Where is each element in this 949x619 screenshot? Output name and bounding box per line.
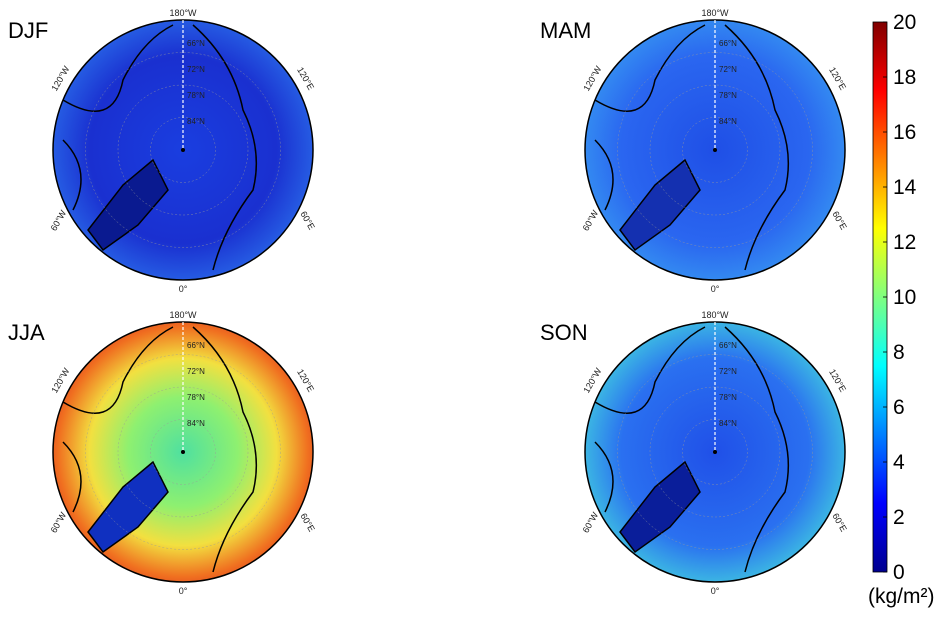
pole <box>713 148 717 152</box>
latitude-label: 66°N <box>719 341 737 350</box>
latitude-circle <box>617 354 813 550</box>
colorbar-tick-label: 18 <box>893 66 916 89</box>
colorbar-tick-label: 12 <box>893 231 916 254</box>
longitude-label: 180°W <box>169 8 197 18</box>
latitude-circle <box>85 52 281 248</box>
longitude-label: 60°W <box>581 510 601 535</box>
latitude-label: 78°N <box>719 91 737 100</box>
latitude-label: 78°N <box>719 393 737 402</box>
panel-label: DJF <box>8 18 48 43</box>
landmass <box>87 460 169 554</box>
latitude-label: 84°N <box>719 419 737 428</box>
longitude-label: 60°W <box>49 510 69 535</box>
longitude-label: 180°W <box>701 8 729 18</box>
longitude-label: 0° <box>179 284 188 294</box>
longitude-label: 60°W <box>49 208 69 233</box>
latitude-label: 78°N <box>187 393 205 402</box>
longitude-label: 120°E <box>827 367 848 393</box>
colorbar-tick-label: 4 <box>893 451 905 474</box>
colorbar-tick-label: 10 <box>893 286 916 309</box>
longitude-label: 120°E <box>295 367 316 393</box>
latitude-label: 84°N <box>719 117 737 126</box>
longitude-label: 60°E <box>830 512 848 534</box>
pole <box>713 450 717 454</box>
panel-label: JJA <box>8 320 45 345</box>
latitude-label: 66°N <box>719 39 737 48</box>
latitude-label: 72°N <box>187 65 205 74</box>
colorbar-tick-label: 2 <box>893 506 905 529</box>
latitude-label: 84°N <box>187 419 205 428</box>
colorbar-tick-label: 8 <box>893 341 905 364</box>
latitude-label: 66°N <box>187 341 205 350</box>
latitude-label: 72°N <box>187 367 205 376</box>
longitude-label: 180°W <box>701 310 729 320</box>
longitude-label: 0° <box>711 586 720 596</box>
longitude-label: 60°E <box>298 210 316 232</box>
longitude-label: 120°E <box>295 65 316 91</box>
panel-label: SON <box>540 320 588 345</box>
coastline <box>594 326 790 573</box>
colorbar-tick-label: 20 <box>893 11 916 34</box>
latitude-label: 84°N <box>187 117 205 126</box>
coastline <box>62 24 258 271</box>
coastline <box>594 24 790 271</box>
latitude-circle <box>617 52 813 248</box>
latitude-label: 72°N <box>719 65 737 74</box>
colorbar-unit: (kg/m²) <box>868 585 935 608</box>
latitude-label: 78°N <box>187 91 205 100</box>
coastline <box>62 326 258 573</box>
longitude-label: 0° <box>179 586 188 596</box>
landmass <box>619 158 701 252</box>
pole <box>181 148 185 152</box>
colorbar-tick-label: 16 <box>893 121 916 144</box>
landmass <box>87 158 169 252</box>
longitude-label: 0° <box>711 284 720 294</box>
latitude-circle <box>85 354 281 550</box>
longitude-label: 120°E <box>827 65 848 91</box>
longitude-label: 60°E <box>830 210 848 232</box>
colorbar-tick-label: 6 <box>893 396 905 419</box>
longitude-label: 60°E <box>298 512 316 534</box>
latitude-label: 66°N <box>187 39 205 48</box>
panel-label: MAM <box>540 18 591 43</box>
longitude-label: 180°W <box>169 310 197 320</box>
latitude-label: 72°N <box>719 367 737 376</box>
colorbar-tick-label: 14 <box>893 176 917 199</box>
landmass <box>619 460 701 554</box>
longitude-label: 60°W <box>581 208 601 233</box>
colorbar-tick-label: 0 <box>893 561 905 584</box>
pole <box>181 450 185 454</box>
colorbar-axis: 0 2 4 6 8 10 12 14 16 18 20 <box>883 11 917 584</box>
